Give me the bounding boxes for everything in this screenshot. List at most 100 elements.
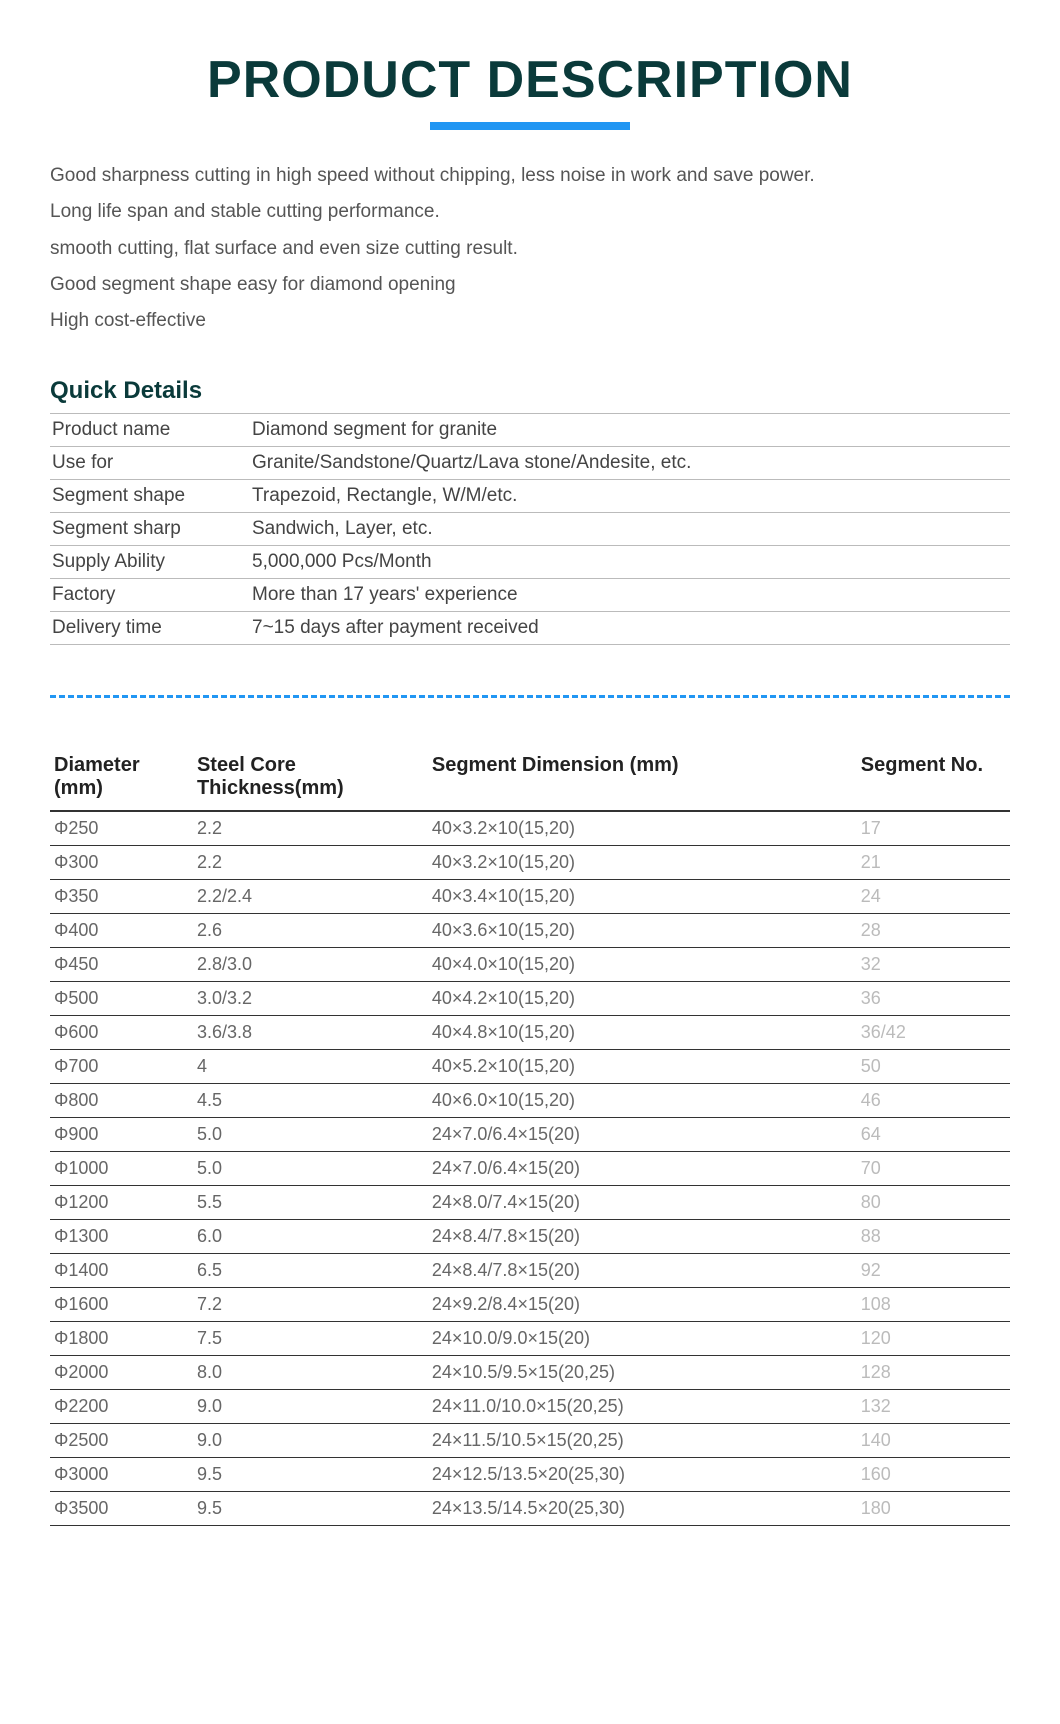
spec-row: Φ5003.0/3.240×4.2×10(15,20)36: [50, 982, 1010, 1016]
cell-core: 9.5: [193, 1458, 428, 1492]
cell-core: 7.2: [193, 1288, 428, 1322]
cell-core: 3.0/3.2: [193, 982, 428, 1016]
cell-segno: 88: [857, 1220, 1010, 1254]
details-key: Product name: [50, 414, 250, 447]
cell-dimension: 24×9.2/8.4×15(20): [428, 1288, 857, 1322]
cell-diameter: Φ1200: [50, 1186, 193, 1220]
header-core: Steel Core Thickness(mm): [193, 748, 428, 811]
details-value: 7~15 days after payment received: [250, 612, 1010, 645]
details-row: Segment shapeTrapezoid, Rectangle, W/M/e…: [50, 480, 1010, 513]
cell-core: 2.2: [193, 846, 428, 880]
cell-dimension: 40×6.0×10(15,20): [428, 1084, 857, 1118]
header-dimension: Segment Dimension (mm): [428, 748, 857, 811]
details-key: Factory: [50, 579, 250, 612]
cell-core: 6.0: [193, 1220, 428, 1254]
cell-segno: 80: [857, 1186, 1010, 1220]
cell-dimension: 24×11.0/10.0×15(20,25): [428, 1390, 857, 1424]
cell-dimension: 40×5.2×10(15,20): [428, 1050, 857, 1084]
cell-dimension: 40×4.2×10(15,20): [428, 982, 857, 1016]
cell-dimension: 40×4.0×10(15,20): [428, 948, 857, 982]
cell-segno: 160: [857, 1458, 1010, 1492]
details-value: Diamond segment for granite: [250, 414, 1010, 447]
details-row: Delivery time7~15 days after payment rec…: [50, 612, 1010, 645]
title-section: PRODUCT DESCRIPTION: [50, 50, 1010, 130]
spec-row: Φ3002.240×3.2×10(15,20)21: [50, 846, 1010, 880]
details-row: Supply Ability5,000,000 Pcs/Month: [50, 546, 1010, 579]
spec-row: Φ30009.524×12.5/13.5×20(25,30)160: [50, 1458, 1010, 1492]
section-divider: [50, 695, 1010, 698]
cell-segno: 24: [857, 880, 1010, 914]
cell-segno: 64: [857, 1118, 1010, 1152]
cell-segno: 50: [857, 1050, 1010, 1084]
details-value: Sandwich, Layer, etc.: [250, 513, 1010, 546]
cell-core: 2.6: [193, 914, 428, 948]
cell-diameter: Φ2500: [50, 1424, 193, 1458]
feature-line: smooth cutting, flat surface and even si…: [50, 233, 1010, 265]
cell-diameter: Φ900: [50, 1118, 193, 1152]
cell-diameter: Φ400: [50, 914, 193, 948]
spec-row: Φ12005.524×8.0/7.4×15(20)80: [50, 1186, 1010, 1220]
cell-segno: 128: [857, 1356, 1010, 1390]
cell-core: 9.5: [193, 1492, 428, 1526]
cell-segno: 36: [857, 982, 1010, 1016]
spec-row: Φ8004.540×6.0×10(15,20)46: [50, 1084, 1010, 1118]
cell-dimension: 40×3.4×10(15,20): [428, 880, 857, 914]
feature-line: Long life span and stable cutting perfor…: [50, 196, 1010, 228]
cell-core: 9.0: [193, 1424, 428, 1458]
cell-diameter: Φ800: [50, 1084, 193, 1118]
cell-core: 8.0: [193, 1356, 428, 1390]
details-key: Supply Ability: [50, 546, 250, 579]
cell-core: 5.0: [193, 1118, 428, 1152]
details-row: Use forGranite/Sandstone/Quartz/Lava sto…: [50, 447, 1010, 480]
cell-segno: 92: [857, 1254, 1010, 1288]
header-segno: Segment No.: [857, 748, 1010, 811]
cell-segno: 70: [857, 1152, 1010, 1186]
cell-diameter: Φ1400: [50, 1254, 193, 1288]
cell-diameter: Φ250: [50, 811, 193, 846]
cell-segno: 17: [857, 811, 1010, 846]
spec-row: Φ2502.240×3.2×10(15,20)17: [50, 811, 1010, 846]
cell-dimension: 24×8.0/7.4×15(20): [428, 1186, 857, 1220]
spec-row: Φ6003.6/3.840×4.8×10(15,20)36/42: [50, 1016, 1010, 1050]
spec-row: Φ14006.524×8.4/7.8×15(20)92: [50, 1254, 1010, 1288]
cell-core: 7.5: [193, 1322, 428, 1356]
cell-core: 4.5: [193, 1084, 428, 1118]
page-title: PRODUCT DESCRIPTION: [50, 50, 1010, 110]
feature-line: Good segment shape easy for diamond open…: [50, 269, 1010, 301]
feature-line: High cost-effective: [50, 305, 1010, 337]
cell-dimension: 24×12.5/13.5×20(25,30): [428, 1458, 857, 1492]
cell-diameter: Φ2000: [50, 1356, 193, 1390]
details-row: FactoryMore than 17 years' experience: [50, 579, 1010, 612]
cell-dimension: 24×10.0/9.0×15(20): [428, 1322, 857, 1356]
cell-dimension: 24×13.5/14.5×20(25,30): [428, 1492, 857, 1526]
cell-diameter: Φ600: [50, 1016, 193, 1050]
cell-diameter: Φ1600: [50, 1288, 193, 1322]
cell-segno: 32: [857, 948, 1010, 982]
cell-segno: 46: [857, 1084, 1010, 1118]
cell-dimension: 40×3.6×10(15,20): [428, 914, 857, 948]
cell-diameter: Φ3000: [50, 1458, 193, 1492]
spec-row: Φ13006.024×8.4/7.8×15(20)88: [50, 1220, 1010, 1254]
cell-dimension: 24×7.0/6.4×15(20): [428, 1152, 857, 1186]
details-row: Product nameDiamond segment for granite: [50, 414, 1010, 447]
spec-row: Φ700440×5.2×10(15,20)50: [50, 1050, 1010, 1084]
cell-diameter: Φ1000: [50, 1152, 193, 1186]
cell-dimension: 40×3.2×10(15,20): [428, 846, 857, 880]
cell-diameter: Φ300: [50, 846, 193, 880]
details-value: Granite/Sandstone/Quartz/Lava stone/Ande…: [250, 447, 1010, 480]
cell-dimension: 40×4.8×10(15,20): [428, 1016, 857, 1050]
cell-segno: 120: [857, 1322, 1010, 1356]
details-value: 5,000,000 Pcs/Month: [250, 546, 1010, 579]
cell-core: 4: [193, 1050, 428, 1084]
cell-segno: 21: [857, 846, 1010, 880]
cell-diameter: Φ3500: [50, 1492, 193, 1526]
quick-details-heading: Quick Details: [50, 377, 1010, 405]
cell-segno: 36/42: [857, 1016, 1010, 1050]
details-value: Trapezoid, Rectangle, W/M/etc.: [250, 480, 1010, 513]
cell-dimension: 24×11.5/10.5×15(20,25): [428, 1424, 857, 1458]
cell-dimension: 24×10.5/9.5×15(20,25): [428, 1356, 857, 1390]
spec-row: Φ35009.524×13.5/14.5×20(25,30)180: [50, 1492, 1010, 1526]
cell-diameter: Φ350: [50, 880, 193, 914]
spec-row: Φ10005.024×7.0/6.4×15(20)70: [50, 1152, 1010, 1186]
spec-table: Diameter (mm) Steel Core Thickness(mm) S…: [50, 748, 1010, 1526]
